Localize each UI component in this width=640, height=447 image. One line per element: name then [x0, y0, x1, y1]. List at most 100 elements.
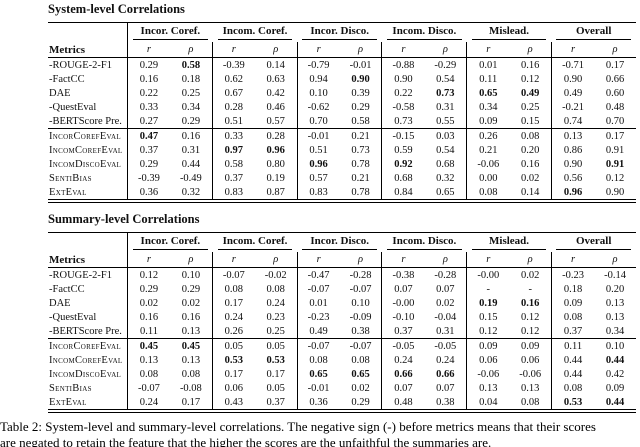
value-cell: -0.04 — [434, 311, 457, 323]
value-group: 0.02 0.02 — [128, 296, 212, 310]
subheader-rho: ρ — [442, 44, 448, 55]
value-cell: 0.38 — [351, 325, 370, 337]
metric-label: SentiBias — [48, 381, 128, 395]
value-cell: 0.86 — [563, 144, 583, 156]
value-cell: 0.17 — [605, 130, 625, 142]
metrics-header: Metrics — [48, 252, 128, 267]
value-group: 0.11 0.10 — [551, 339, 636, 353]
value-group: 0.83 0.78 — [296, 185, 382, 199]
column-group: Incor. Coref. — [128, 23, 213, 42]
subheader-rho: ρ — [188, 254, 194, 265]
value-cell: 0.29 — [181, 115, 201, 127]
value-cell: 0.51 — [224, 115, 243, 127]
value-cell: 0.17 — [224, 368, 243, 380]
value-cell: 0.90 — [563, 158, 583, 170]
column-group-label: Incor. Disco. — [310, 235, 369, 247]
metrics-column-spacer — [48, 23, 128, 42]
value-cell: -0.00 — [392, 297, 415, 309]
value-cell: -0.01 — [307, 382, 330, 394]
table-row: -ROUGE-2-F1 0.29 0.58 -0.39 0.14 -0.79 -0.01 -0… — [48, 58, 636, 72]
value-group: 0.08 0.09 — [551, 381, 636, 395]
value-cell: 0.02 — [181, 297, 201, 309]
value-cell: 0.96 — [563, 186, 583, 198]
value-group: 0.33 0.28 — [211, 129, 297, 143]
table-row: -BERTScore Pre. 0.11 0.13 0.26 0.25 0.49 0.38 0… — [48, 324, 636, 338]
table-row: IncomCorefEval 0.37 0.31 0.97 0.96 0.51 0.73 0.… — [48, 143, 636, 157]
value-group: -0.79 -0.01 — [296, 58, 382, 72]
value-cell: 0.04 — [479, 396, 498, 408]
value-group: 0.26 0.25 — [211, 324, 297, 338]
value-cell: 0.16 — [521, 59, 540, 71]
value-cell: 0.29 — [139, 59, 159, 71]
subheader-r: r — [401, 44, 406, 55]
value-cell: 0.02 — [139, 297, 159, 309]
value-cell: 0.46 — [266, 101, 285, 113]
value-group: 0.68 0.32 — [381, 171, 466, 185]
value-cell: 0.14 — [521, 186, 540, 198]
value-cell: -0.06 — [519, 368, 542, 380]
value-cell: -0.47 — [307, 269, 330, 281]
value-cell: 0.33 — [139, 101, 159, 113]
value-cell: 0.44 — [605, 354, 625, 366]
subheader-r: r — [231, 44, 236, 55]
value-cell: 0.54 — [436, 73, 455, 85]
value-cell: 0.09 — [563, 297, 583, 309]
value-group: 0.44 0.44 — [551, 353, 636, 367]
value-cell: -0.71 — [562, 59, 585, 71]
value-cell: 0.92 — [394, 158, 413, 170]
value-group: 0.13 0.17 — [551, 129, 636, 143]
value-cell: 0.34 — [479, 101, 498, 113]
value-group: -0.62 0.29 — [296, 100, 382, 114]
value-group: -0.01 0.02 — [296, 381, 382, 395]
value-group: -0.58 0.31 — [381, 100, 466, 114]
value-cell: 0.28 — [266, 130, 285, 142]
value-cell: 0.10 — [181, 269, 201, 281]
table-row: -ROUGE-2-F1 0.12 0.10 -0.07 -0.02 -0.47 -0.28-… — [48, 268, 636, 282]
value-cell: 0.05 — [266, 340, 285, 352]
value-cell: -0.05 — [392, 340, 415, 352]
value-cell: 0.65 — [479, 87, 498, 99]
value-group: 0.29 0.44 — [128, 157, 212, 171]
value-cell: -0.01 — [307, 130, 330, 142]
value-cell: -0.07 — [349, 283, 372, 295]
value-cell: 0.24 — [139, 396, 159, 408]
value-cell: -0.29 — [434, 59, 457, 71]
value-group: -0.38 -0.28 — [381, 268, 466, 282]
value-cell: 0.02 — [521, 269, 540, 281]
table-row: DAE 0.22 0.25 0.67 0.42 0.10 0.39 0.22 0.73 0.65 0… — [48, 86, 636, 100]
metric-label: ExtEval — [48, 185, 128, 199]
column-group-label: Incom. Coref. — [222, 235, 288, 247]
column-group-label: Incor. Disco. — [310, 25, 369, 37]
value-cell: 0.65 — [436, 186, 455, 198]
value-cell: -0.02 — [264, 269, 287, 281]
value-cell: 0.49 — [309, 325, 328, 337]
table-row: -QuestEval 0.33 0.34 0.28 0.46 -0.62 0.29 -0.58… — [48, 100, 636, 114]
value-cell: 0.80 — [266, 158, 285, 170]
value-cell: -0.39 — [138, 172, 160, 184]
value-cell: 0.16 — [521, 297, 540, 309]
value-cell: 0.13 — [521, 382, 540, 394]
value-cell: -0.06 — [477, 158, 500, 170]
value-group: 0.37 0.31 — [381, 324, 466, 338]
value-group: 0.05 0.05 — [211, 339, 297, 353]
value-cell: 0.96 — [309, 158, 328, 170]
value-group: 0.36 0.29 — [296, 395, 382, 409]
value-cell: 0.45 — [139, 340, 159, 352]
value-cell: 0.49 — [563, 87, 583, 99]
value-cell: 0.13 — [479, 382, 498, 394]
subheader-r: r — [401, 254, 406, 265]
value-cell: -0.23 — [307, 311, 330, 323]
value-cell: 0.13 — [181, 354, 201, 366]
value-cell: 0.53 — [563, 396, 583, 408]
value-cell: 0.90 — [563, 73, 583, 85]
column-group: Incor. Coref. — [128, 233, 213, 252]
value-group: 0.11 0.13 — [128, 324, 212, 338]
value-cell: 0.58 — [224, 158, 243, 170]
table-row: SentiBias -0.39 -0.49 0.37 0.19 0.57 0.21 0.68 0… — [48, 171, 636, 185]
value-cell: -0.39 — [222, 59, 245, 71]
value-cell: 0.48 — [605, 101, 625, 113]
value-cell: -0.15 — [392, 130, 415, 142]
column-group-underline — [133, 249, 208, 250]
